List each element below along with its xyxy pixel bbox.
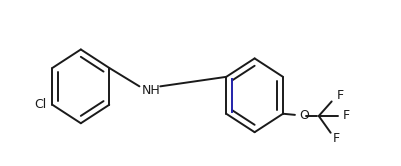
Text: F: F (333, 132, 340, 145)
Text: NH: NH (142, 84, 160, 97)
Text: O: O (299, 110, 309, 123)
Text: F: F (342, 110, 350, 123)
Text: Cl: Cl (34, 98, 47, 111)
Text: F: F (336, 89, 344, 102)
